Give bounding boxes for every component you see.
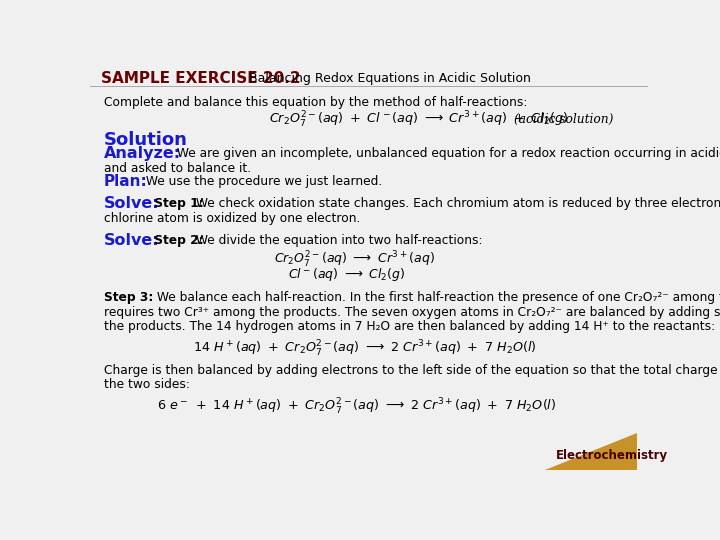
Text: We are given an incomplete, unbalanced equation for a redox reaction occurring i: We are given an incomplete, unbalanced e… bbox=[173, 147, 720, 160]
Text: SAMPLE EXERCISE 20.2: SAMPLE EXERCISE 20.2 bbox=[101, 71, 301, 86]
Text: Charge is then balanced by adding electrons to the left side of the equation so : Charge is then balanced by adding electr… bbox=[104, 364, 720, 377]
Text: the products. The 14 hydrogen atoms in 7 H₂O are then balanced by adding 14 H⁺ t: the products. The 14 hydrogen atoms in 7… bbox=[104, 320, 715, 333]
Text: Plan:: Plan: bbox=[104, 174, 148, 189]
Text: $Cr_2O_7^{2-}(aq)\ +\ Cl^-(aq)\ \longrightarrow\ Cr^{3+}(aq)\ +\ Cl_2(g)$: $Cr_2O_7^{2-}(aq)\ +\ Cl^-(aq)\ \longrig… bbox=[269, 110, 567, 130]
Text: $14\ H^+(aq)\ +\ Cr_2O_7^{2-}(aq)\ \longrightarrow\ 2\ Cr^{3+}(aq)\ +\ 7\ H_2O(l: $14\ H^+(aq)\ +\ Cr_2O_7^{2-}(aq)\ \long… bbox=[193, 339, 536, 359]
Text: Electrochemistry: Electrochemistry bbox=[556, 449, 668, 462]
Text: $Cl^-(aq)\ \longrightarrow\ Cl_2(g)$: $Cl^-(aq)\ \longrightarrow\ Cl_2(g)$ bbox=[288, 266, 405, 284]
Text: We balance each half-reaction. In the first half-reaction the presence of one Cr: We balance each half-reaction. In the fi… bbox=[153, 292, 720, 305]
Text: Step 3:: Step 3: bbox=[104, 292, 153, 305]
Text: Step 2:: Step 2: bbox=[150, 233, 204, 246]
Text: and asked to balance it.: and asked to balance it. bbox=[104, 161, 251, 174]
Text: $Cr_2O_7^{2-}(aq)\ \longrightarrow\ Cr^{3+}(aq)$: $Cr_2O_7^{2-}(aq)\ \longrightarrow\ Cr^{… bbox=[274, 250, 435, 270]
Text: We use the procedure we just learned.: We use the procedure we just learned. bbox=[142, 175, 382, 188]
Text: Analyze:: Analyze: bbox=[104, 146, 181, 161]
Polygon shape bbox=[545, 433, 637, 470]
Text: (acidic solution): (acidic solution) bbox=[514, 113, 613, 126]
Text: Complete and balance this equation by the method of half-reactions:: Complete and balance this equation by th… bbox=[104, 96, 527, 109]
Text: $6\ e^-\ +\ 14\ H^+(aq)\ +\ Cr_2O_7^{2-}(aq)\ \longrightarrow\ 2\ Cr^{3+}(aq)\ +: $6\ e^-\ +\ 14\ H^+(aq)\ +\ Cr_2O_7^{2-}… bbox=[157, 397, 557, 417]
Text: We check oxidation state changes. Each chromium atom is reduced by three electro: We check oxidation state changes. Each c… bbox=[192, 197, 720, 210]
Text: Solve:: Solve: bbox=[104, 196, 160, 211]
Text: the two sides:: the two sides: bbox=[104, 379, 190, 392]
Text: Solve:: Solve: bbox=[104, 233, 160, 247]
Text: Balancing Redox Equations in Acidic Solution: Balancing Redox Equations in Acidic Solu… bbox=[249, 72, 531, 85]
Text: chlorine atom is oxidized by one electron.: chlorine atom is oxidized by one electro… bbox=[104, 212, 360, 225]
Text: Solution: Solution bbox=[104, 131, 188, 149]
Text: We divide the equation into two half-reactions:: We divide the equation into two half-rea… bbox=[192, 233, 482, 246]
Text: requires two Cr³⁺ among the products. The seven oxygen atoms in Cr₂O₇²⁻ are bala: requires two Cr³⁺ among the products. Th… bbox=[104, 306, 720, 319]
Text: Step 1:: Step 1: bbox=[150, 197, 204, 210]
